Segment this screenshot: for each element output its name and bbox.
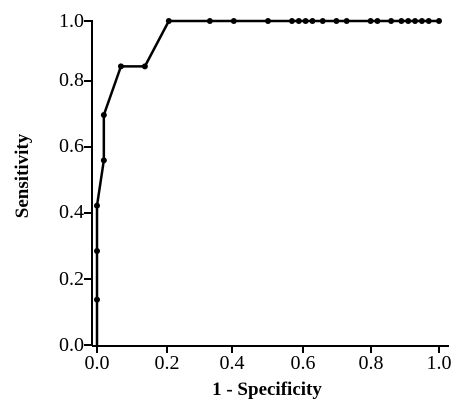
x-tick-label-4: 0.8 [359, 352, 384, 374]
roc-point-1 [94, 296, 100, 303]
x-tick-label-5: 1.0 [427, 352, 452, 374]
roc-point-20 [374, 18, 381, 24]
y-axis-title: Sensitivity [12, 133, 33, 218]
y-tick-label-3: 0.6 [59, 135, 84, 157]
roc-point-13 [295, 18, 302, 24]
roc-point-21 [388, 18, 395, 24]
roc-point-12 [288, 18, 295, 24]
roc-point-27 [436, 18, 442, 24]
roc-point-24 [412, 18, 419, 24]
y-tick-label-4: 0.8 [59, 69, 84, 91]
roc-point-3 [94, 202, 100, 209]
x-tick-label-2: 0.4 [220, 352, 245, 374]
y-axis [84, 20, 93, 346]
roc-point-8 [165, 18, 172, 24]
roc-point-7 [141, 63, 148, 70]
y-tick-label-1: 0.2 [59, 268, 84, 290]
roc-point-5 [100, 111, 107, 118]
roc-point-15 [309, 18, 316, 24]
y-tick-label-2: 0.4 [59, 201, 84, 223]
roc-point-19 [367, 18, 374, 24]
roc-points [94, 18, 442, 303]
x-tick-label-0: 0.0 [85, 352, 110, 374]
roc-point-11 [265, 18, 271, 24]
y-tick-label-0: 0.0 [59, 334, 84, 356]
roc-point-14 [302, 18, 309, 24]
x-tick-label-1: 0.2 [155, 352, 180, 374]
roc-point-26 [425, 18, 432, 24]
x-tick-label-3: 0.6 [291, 352, 316, 374]
x-tick-labels: 0.0 0.2 0.4 0.6 0.8 1.0 [85, 352, 452, 374]
x-axis-title: 1 - Specificity [212, 379, 322, 400]
y-tick-label-5: 1.0 [59, 10, 84, 32]
roc-curve-line [95, 19, 439, 345]
roc-point-4 [100, 157, 107, 164]
roc-point-6 [117, 63, 124, 70]
roc-point-2 [94, 248, 100, 255]
roc-point-10 [230, 18, 237, 24]
roc-point-25 [418, 18, 425, 24]
x-axis [92, 345, 449, 353]
roc-point-17 [333, 18, 340, 24]
y-tick-labels: 0.0 0.2 0.4 0.6 0.8 1.0 [59, 10, 84, 356]
roc-point-16 [319, 18, 326, 24]
roc-point-22 [398, 18, 405, 24]
roc-point-23 [405, 18, 412, 24]
roc-point-9 [206, 18, 213, 24]
roc-point-18 [343, 18, 350, 24]
